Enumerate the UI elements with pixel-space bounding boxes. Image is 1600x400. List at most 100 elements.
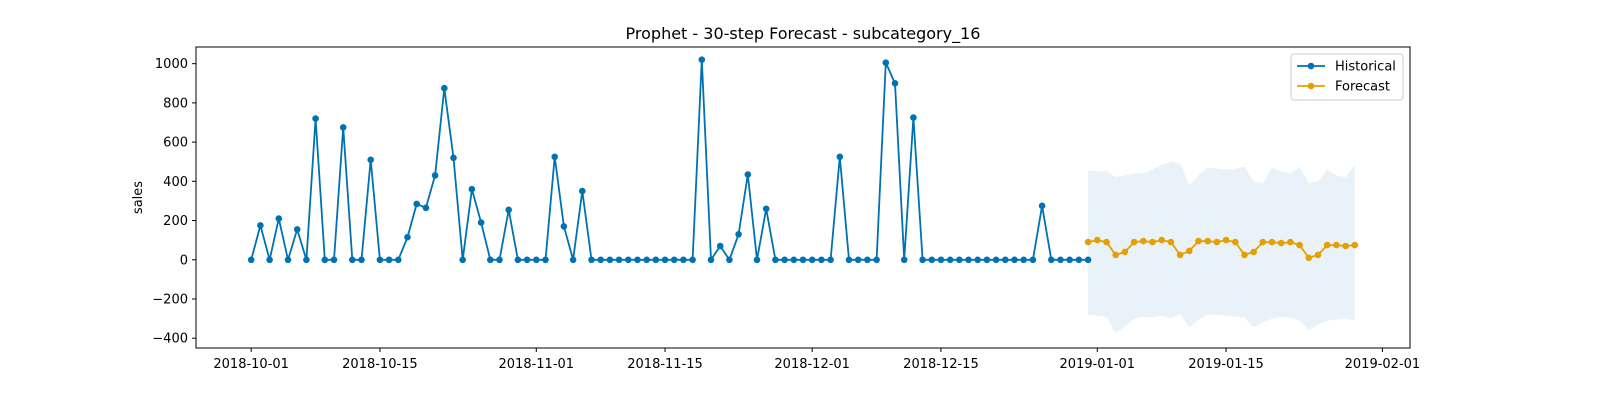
forecast-point [1084,238,1092,246]
forecast-point [1094,236,1101,244]
historical-point [551,153,558,161]
historical-point [523,256,531,264]
historical-point [808,256,816,264]
historical-point [661,256,669,264]
forecast-point [1222,236,1230,244]
historical-point [652,256,660,264]
y-tick-label: −200 [152,292,188,307]
historical-point [946,256,954,264]
historical-point [1066,256,1073,264]
historical-point [514,256,522,264]
historical-point [615,256,623,264]
historical-point [1048,256,1055,264]
historical-point [1084,256,1092,264]
historical-point [468,185,476,193]
y-tick-label: 600 [163,136,188,151]
forecast-point [1259,238,1267,246]
historical-point [772,256,779,264]
chart-title: Prophet - 30-step Forecast - subcategory… [626,24,981,44]
x-tick-label: 2019-01-15 [1188,357,1264,372]
historical-point [1029,256,1037,264]
historical-point [1002,256,1009,264]
historical-point [882,59,890,66]
x-tick-label: 2018-10-01 [213,357,289,372]
historical-point [303,256,310,264]
forecast-point [1186,247,1193,255]
historical-point [487,256,494,264]
y-tick-label: 800 [163,96,188,111]
y-tick-label: 1000 [155,57,188,72]
x-tick-label: 2019-01-01 [1060,357,1136,372]
historical-point [625,256,632,264]
forecast-point [1112,251,1119,259]
historical-point [873,256,880,264]
legend-historical-label: Historical [1335,60,1396,75]
forecast-point [1333,241,1340,249]
historical-point [845,256,853,264]
legend: Historical Forecast [1290,53,1404,101]
historical-point [376,256,384,264]
historical-point [560,223,568,230]
forecast-point [1241,251,1248,259]
historical-point [321,256,329,264]
historical-point [891,80,899,87]
forecast-point [1121,248,1129,256]
historical-point [762,205,770,213]
y-axis-label: sales [131,181,146,214]
historical-point [707,256,715,264]
y-tick-label: 200 [163,214,188,229]
legend-forecast-label: Forecast [1335,80,1390,95]
historical-point [385,256,393,264]
historical-point [367,156,375,164]
historical-point [413,200,421,208]
historical-point [735,231,742,238]
y-tick-label: −400 [152,332,188,347]
forecast-point [1287,238,1294,246]
legend-historical-marker [1307,62,1315,70]
historical-point [284,256,292,264]
historical-point [753,256,761,264]
historical-point [1020,256,1027,264]
forecast-point [1351,241,1359,249]
historical-point [257,222,264,229]
forecast-point [1314,251,1322,259]
x-tick-label: 2018-12-01 [774,357,850,372]
historical-point [928,256,936,264]
historical-point [606,256,614,264]
x-tick-label: 2019-02-01 [1345,357,1421,372]
forecast-point [1296,241,1303,249]
historical-point [533,256,540,264]
forecast-point [1103,238,1110,246]
historical-point [358,256,365,264]
historical-point [956,256,963,264]
historical-point [900,256,908,264]
historical-point [505,206,512,214]
historical-point [919,256,926,264]
x-tick-label: 2018-11-15 [627,357,703,372]
historical-point [330,256,338,264]
plot-area: 2018-10-01 2018-10-15 2018-11-01 2018-11-15… [152,46,1421,372]
forecast-point [1213,238,1221,246]
forecast-point [1158,236,1165,244]
historical-point [569,256,577,264]
x-tick-label: 2018-12-15 [903,357,979,372]
historical-point [726,256,733,264]
historical-point [799,256,807,264]
historical-point [744,171,752,178]
historical-point [339,124,347,131]
forecast-point [1204,237,1211,245]
forecast-point [1176,251,1184,259]
historical-point [459,256,467,264]
historical-point [293,226,301,233]
historical-point [836,153,844,161]
historical-point [680,256,687,264]
historical-point [992,256,1000,264]
forecast-point [1195,237,1202,245]
forecast-point [1167,238,1175,246]
forecast-point [1140,237,1147,245]
historical-point [477,219,485,226]
forecast-point [1130,238,1138,246]
legend-forecast-marker [1307,82,1315,90]
y-tick-label: 0 [180,253,188,268]
historical-point [854,256,862,264]
